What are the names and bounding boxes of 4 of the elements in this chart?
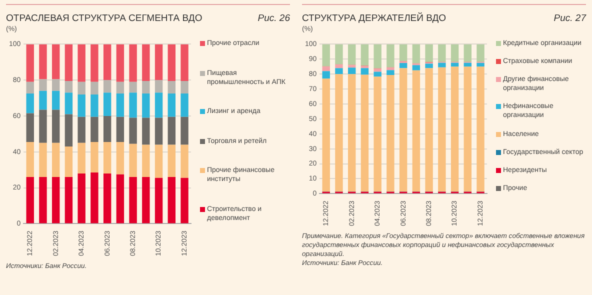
text: Рис. 27 xyxy=(554,13,586,24)
chart-title: СТРУКТУРА ДЕРЖАТЕЛЕЙ ВДО xyxy=(302,13,446,24)
chart-title: ОТРАСЛЕВАЯ СТРУКТУРА СЕГМЕНТА ВДО xyxy=(6,13,202,24)
text: Рис. 26 xyxy=(258,13,290,24)
